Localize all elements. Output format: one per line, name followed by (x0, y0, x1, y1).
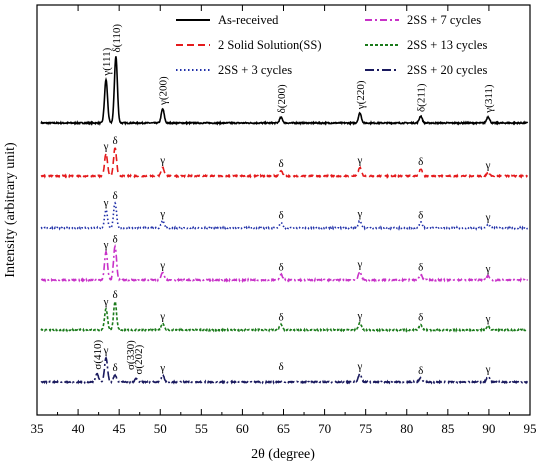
peak-label: δ (112, 135, 117, 147)
peak-label: δ (278, 361, 283, 373)
peak-label: γ(200) (158, 76, 170, 106)
legend-label: 2SS + 7 cycles (407, 13, 481, 27)
x-tick-label: 70 (318, 421, 331, 436)
series-line (40, 355, 528, 385)
peak-label: γ (103, 296, 109, 308)
peak-label: γ (485, 160, 491, 172)
peak-label: γ(111) (101, 47, 113, 76)
peak-label: δ (112, 289, 117, 301)
legend-label: 2SS + 13 cycles (407, 38, 487, 52)
peak-label: δ (112, 233, 117, 245)
peak-label: γ (356, 259, 362, 271)
peak-label: γ (356, 310, 362, 322)
peak-label: γ (103, 239, 109, 251)
peak-labels: γ(111)δ(110) γ(200) δ(200) γ(220) δ(211) γ(31… (92, 24, 495, 377)
peak-label: δ (278, 261, 283, 273)
peak-label: δ (418, 209, 423, 221)
peak-label: γ (356, 361, 362, 373)
peak-label: σ(330) (125, 340, 137, 370)
x-tick-label: 40 (72, 421, 85, 436)
x-axis-title: 2θ (degree) (251, 447, 315, 462)
x-tick-label: 35 (31, 421, 44, 436)
peak-label: δ(110) (111, 24, 123, 53)
peak-label: σ(202) (133, 344, 145, 374)
x-tick-label: 80 (400, 421, 413, 436)
x-tick-label: 85 (441, 421, 454, 436)
legend-label: 2 Solid Solution(SS) (218, 38, 322, 52)
series-line (40, 298, 528, 333)
peak-label: γ (485, 313, 491, 325)
legend: As-received 2 Solid Solution(SS) 2SS + 3 c… (176, 13, 487, 77)
x-tick-label: 55 (195, 421, 208, 436)
x-tick-label: 75 (359, 421, 372, 436)
peak-label: γ (159, 259, 165, 271)
peak-label: δ(200) (276, 84, 288, 113)
legend-label: 2SS + 3 cycles (218, 63, 292, 77)
series-line (40, 147, 528, 179)
x-tick-label: 90 (482, 421, 495, 436)
peak-label: δ (278, 158, 283, 170)
diffraction-traces (40, 56, 529, 385)
peak-label: γ(311) (483, 84, 495, 114)
peak-label: γ (485, 363, 491, 375)
y-axis-title: Intensity (arbitrary unit) (3, 142, 18, 278)
peak-label: δ (112, 190, 117, 202)
peak-label: δ (418, 261, 423, 273)
legend-label: As-received (218, 13, 279, 27)
peak-label: δ (418, 365, 423, 377)
series-line (40, 56, 529, 127)
peak-label: γ (485, 212, 491, 224)
x-tick-label: 95 (524, 421, 537, 436)
x-axis-ticks: 35 40 45 50 55 60 65 70 75 80 85 90 95 (31, 5, 537, 436)
series-line (40, 243, 529, 284)
peak-label: γ (485, 263, 491, 275)
peak-label: δ (418, 156, 423, 168)
peak-label: δ (112, 362, 117, 374)
peak-label: γ (159, 208, 165, 220)
peak-label: δ (418, 311, 423, 323)
peak-label: δ (278, 209, 283, 221)
legend-label: 2SS + 20 cycles (407, 63, 487, 77)
peak-label: γ (159, 311, 165, 323)
series-line (40, 201, 529, 231)
peak-label: δ (278, 311, 283, 323)
peak-label: δ(211) (416, 83, 428, 112)
peak-label: γ (159, 362, 165, 374)
x-tick-label: 65 (277, 421, 290, 436)
peak-label: γ (356, 208, 362, 220)
peak-label: γ(220) (355, 80, 367, 110)
peak-label: σ(410) (92, 340, 104, 370)
peak-label: γ (103, 141, 109, 153)
peak-label: γ (103, 345, 109, 357)
peak-label: γ (356, 155, 362, 167)
x-tick-label: 45 (113, 421, 126, 436)
x-tick-label: 60 (236, 421, 249, 436)
peak-label: γ (159, 155, 165, 167)
x-tick-label: 50 (154, 421, 167, 436)
peak-label: γ (103, 197, 109, 209)
